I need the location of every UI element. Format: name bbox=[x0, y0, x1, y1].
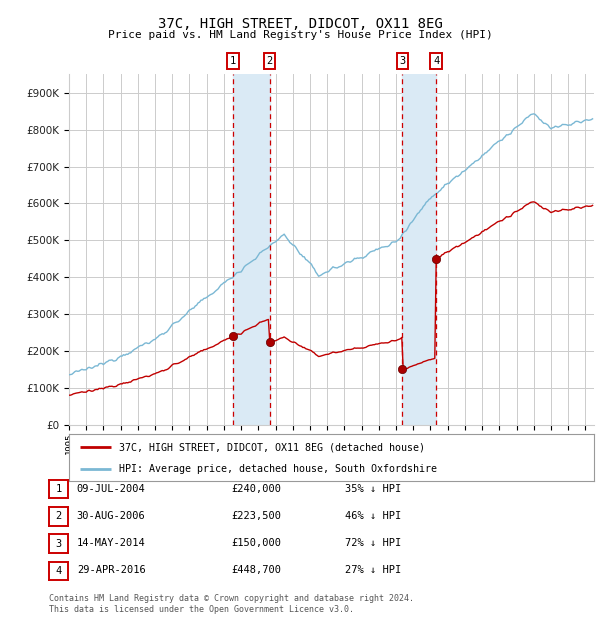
Text: 2: 2 bbox=[56, 512, 62, 521]
Text: Contains HM Land Registry data © Crown copyright and database right 2024.
This d: Contains HM Land Registry data © Crown c… bbox=[49, 595, 414, 614]
Text: 09-JUL-2004: 09-JUL-2004 bbox=[77, 484, 146, 494]
Text: 29-APR-2016: 29-APR-2016 bbox=[77, 565, 146, 575]
Text: 72% ↓ HPI: 72% ↓ HPI bbox=[345, 538, 401, 548]
Bar bbox=[233, 74, 270, 425]
Text: 3: 3 bbox=[399, 56, 406, 66]
Text: 35% ↓ HPI: 35% ↓ HPI bbox=[345, 484, 401, 494]
Text: £240,000: £240,000 bbox=[231, 484, 281, 494]
Text: 3: 3 bbox=[56, 539, 62, 549]
Text: 4: 4 bbox=[56, 566, 62, 576]
Text: £448,700: £448,700 bbox=[231, 565, 281, 575]
Text: 30-AUG-2006: 30-AUG-2006 bbox=[77, 511, 146, 521]
Text: Price paid vs. HM Land Registry's House Price Index (HPI): Price paid vs. HM Land Registry's House … bbox=[107, 30, 493, 40]
Text: 4: 4 bbox=[433, 56, 439, 66]
Text: £223,500: £223,500 bbox=[231, 511, 281, 521]
Text: 37C, HIGH STREET, DIDCOT, OX11 8EG: 37C, HIGH STREET, DIDCOT, OX11 8EG bbox=[158, 17, 442, 32]
Text: 14-MAY-2014: 14-MAY-2014 bbox=[77, 538, 146, 548]
Text: 1: 1 bbox=[56, 484, 62, 494]
Text: 46% ↓ HPI: 46% ↓ HPI bbox=[345, 511, 401, 521]
Text: HPI: Average price, detached house, South Oxfordshire: HPI: Average price, detached house, Sout… bbox=[119, 464, 437, 474]
Text: 1: 1 bbox=[230, 56, 236, 66]
Text: 37C, HIGH STREET, DIDCOT, OX11 8EG (detached house): 37C, HIGH STREET, DIDCOT, OX11 8EG (deta… bbox=[119, 442, 425, 452]
Text: £150,000: £150,000 bbox=[231, 538, 281, 548]
Text: 2: 2 bbox=[266, 56, 273, 66]
Bar bbox=[403, 74, 436, 425]
Text: 27% ↓ HPI: 27% ↓ HPI bbox=[345, 565, 401, 575]
